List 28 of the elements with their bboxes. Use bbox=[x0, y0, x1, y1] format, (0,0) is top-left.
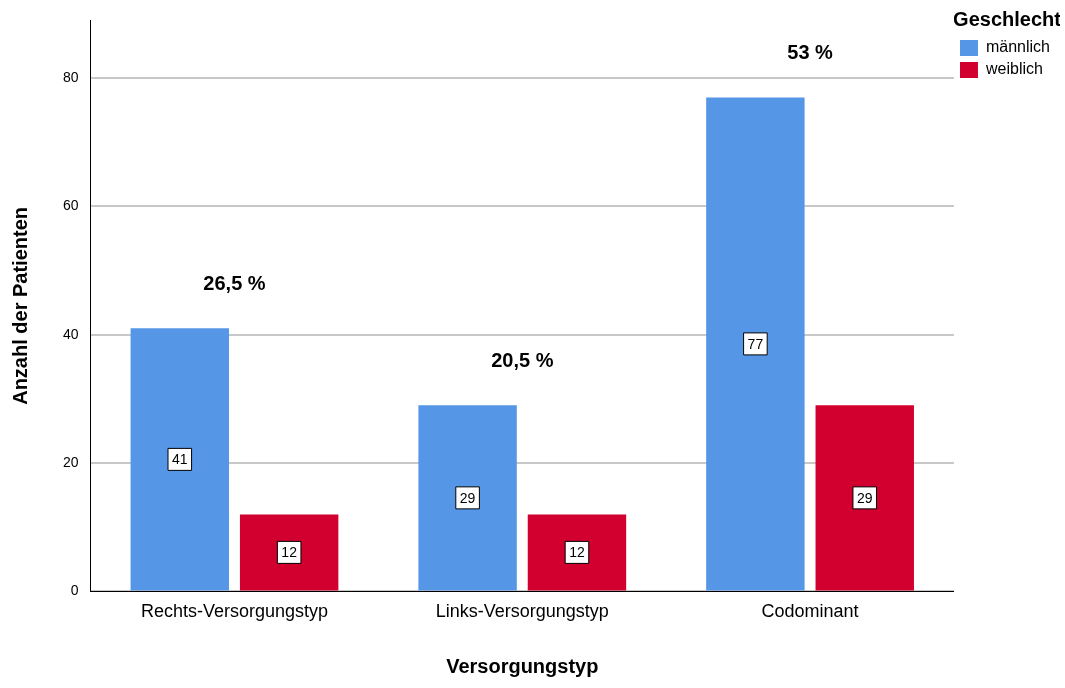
bar bbox=[418, 405, 517, 591]
annotation: 53 % bbox=[787, 40, 834, 63]
legend-label: weiblich bbox=[984, 60, 1043, 78]
annotation: 20,5 % bbox=[491, 348, 554, 371]
data-label: 29 bbox=[856, 489, 873, 506]
bar bbox=[239, 514, 339, 591]
y-tick-label: 60 bbox=[62, 197, 79, 214]
x-axis-title: Versorgungstyp bbox=[446, 654, 599, 677]
y-tick-label: 80 bbox=[62, 69, 79, 85]
data-label: 12 bbox=[569, 544, 585, 561]
legend-title: Geschlecht bbox=[953, 7, 1062, 30]
bar bbox=[130, 328, 229, 591]
data-label: 41 bbox=[172, 451, 188, 468]
x-tick-label: Links-Versorgungstyp bbox=[435, 601, 609, 622]
y-tick-label: 40 bbox=[62, 325, 79, 342]
x-tick-label: Codominant bbox=[761, 601, 859, 622]
bar bbox=[815, 405, 914, 591]
legend-label: männlich bbox=[985, 38, 1050, 56]
y-tick-label: 20 bbox=[62, 453, 79, 470]
y-tick-label: 0 bbox=[70, 582, 79, 599]
annotation: 26,5 % bbox=[203, 271, 266, 294]
x-tick-label: Rechts-Versorgungstyp bbox=[140, 601, 329, 622]
data-label: 77 bbox=[747, 335, 764, 352]
data-label: 12 bbox=[281, 544, 298, 561]
y-axis-title: Anzahl der Patienten bbox=[8, 206, 31, 405]
data-label: 29 bbox=[459, 489, 476, 506]
bar bbox=[527, 514, 627, 591]
bar bbox=[706, 97, 805, 591]
